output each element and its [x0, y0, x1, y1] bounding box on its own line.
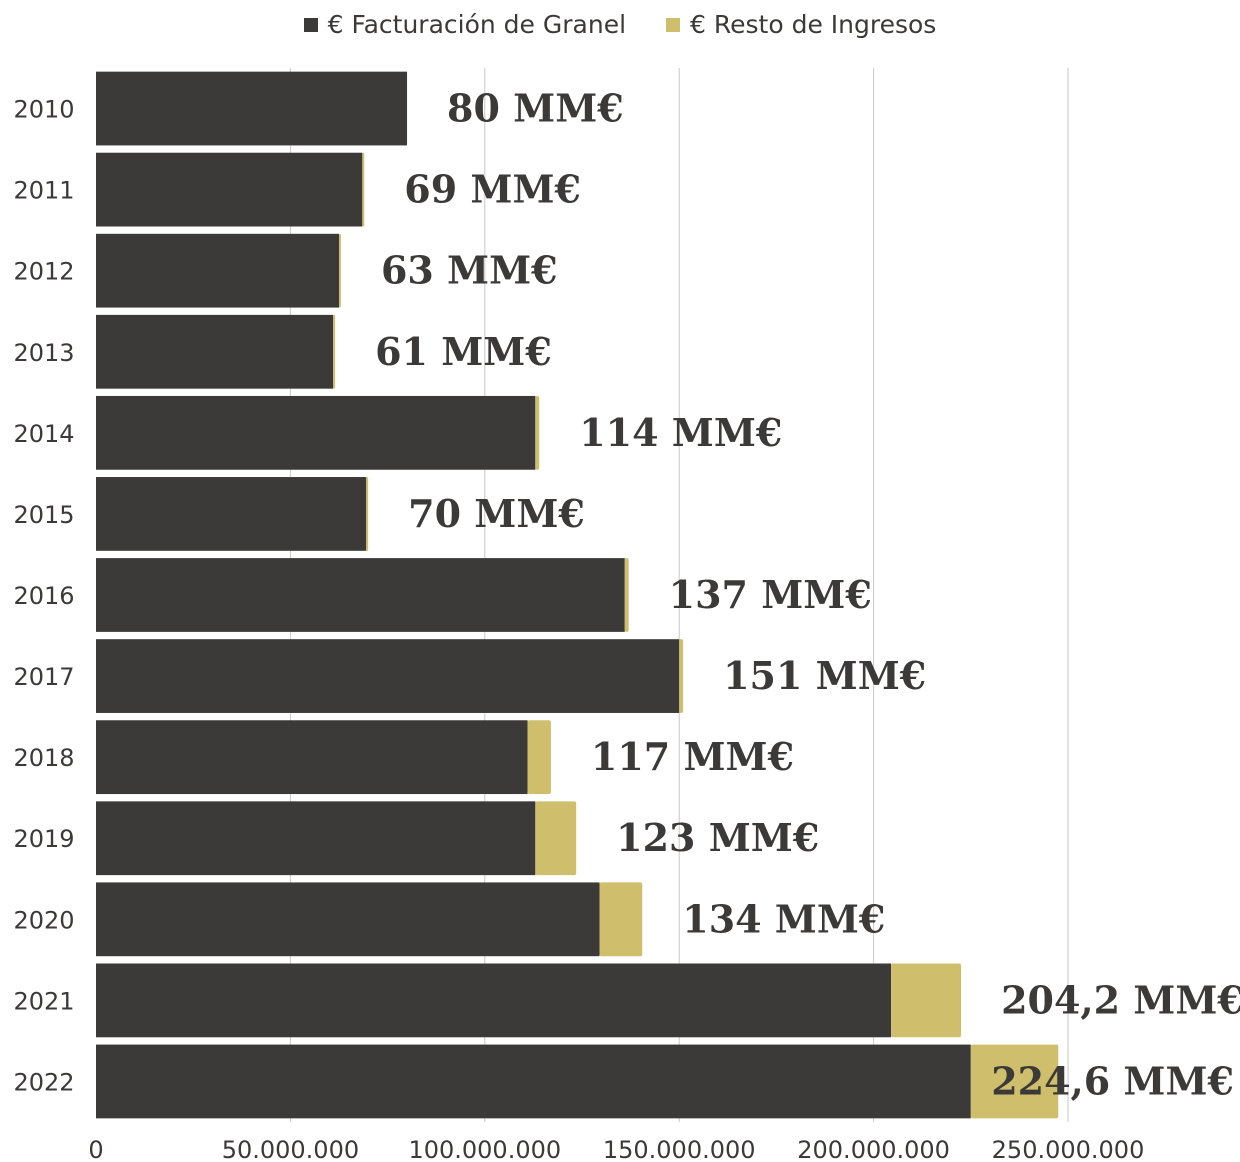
total-label-2015: 70 MM€	[408, 491, 585, 536]
bar-2018-resto	[527, 720, 551, 795]
x-tick-label-5: 250.000.000	[992, 1136, 1145, 1162]
bar-2020-resto	[599, 882, 643, 957]
total-label-2012: 63 MM€	[381, 248, 558, 293]
total-label-2022: 224,6 MM€	[991, 1058, 1234, 1103]
bar-2021-resto	[891, 963, 962, 1038]
bar-2016-resto	[624, 558, 629, 632]
bar-2019-granel	[96, 801, 536, 876]
bar-2022-resto	[970, 1044, 1059, 1119]
chart-legend: € Facturación de Granel € Resto de Ingre…	[0, 10, 1240, 39]
total-label-2013: 61 MM€	[375, 329, 552, 374]
category-label-2014: 2014	[13, 420, 74, 448]
total-label-2016: 137 MM€	[669, 572, 872, 617]
bar-2021-granel	[96, 963, 892, 1038]
category-label-2019: 2019	[13, 825, 74, 853]
category-label-2020: 2020	[13, 906, 74, 934]
category-label-2017: 2017	[13, 663, 74, 691]
category-label-2010: 2010	[13, 96, 74, 124]
total-label-2021: 204,2 MM€	[1001, 977, 1240, 1022]
legend-item-resto: € Resto de Ingresos	[666, 10, 936, 39]
bar-2017-resto	[679, 639, 684, 713]
bar-2015-resto	[366, 477, 369, 551]
total-label-2018: 117 MM€	[591, 734, 794, 779]
total-label-2020: 134 MM€	[682, 896, 885, 941]
bar-2011-granel	[96, 152, 363, 227]
category-label-2015: 2015	[13, 501, 74, 529]
category-label-2011: 2011	[13, 177, 74, 205]
bar-2015-granel	[96, 477, 367, 551]
total-label-2019: 123 MM€	[616, 815, 819, 860]
bar-2010-granel	[96, 71, 408, 146]
category-label-2016: 2016	[13, 582, 74, 610]
bar-2017-granel	[96, 639, 680, 713]
total-label-2017: 151 MM€	[723, 653, 926, 698]
x-tick-label-4: 200.000.000	[797, 1136, 950, 1162]
bar-2011-resto	[362, 152, 365, 227]
category-label-2021: 2021	[13, 987, 74, 1015]
x-tick-label-0: 0	[88, 1136, 103, 1162]
category-label-2013: 2013	[13, 339, 74, 367]
total-label-2011: 69 MM€	[404, 167, 581, 212]
x-tick-label-3: 150.000.000	[603, 1136, 756, 1162]
bar-2014-granel	[96, 395, 536, 470]
total-label-2010: 80 MM€	[447, 86, 624, 131]
total-label-2014: 114 MM€	[579, 410, 782, 455]
legend-swatch-resto	[666, 17, 681, 32]
x-tick-label-2: 100.000.000	[408, 1136, 561, 1162]
legend-swatch-granel	[303, 17, 318, 32]
bar-2022-granel	[96, 1044, 971, 1119]
bar-2020-granel	[96, 882, 600, 957]
bar-2019-resto	[535, 801, 577, 876]
legend-item-granel: € Facturación de Granel	[303, 10, 627, 39]
x-tick-label-1: 50.000.000	[222, 1136, 359, 1162]
bar-2018-granel	[96, 720, 528, 795]
category-label-2022: 2022	[13, 1068, 74, 1096]
bar-2013-resto	[333, 314, 336, 389]
category-label-2018: 2018	[13, 744, 74, 772]
legend-label-resto: € Resto de Ingresos	[690, 10, 937, 39]
bar-2014-resto	[535, 395, 540, 470]
bar-2012-granel	[96, 233, 339, 308]
bar-2016-granel	[96, 558, 625, 632]
bar-2012-resto	[339, 233, 341, 308]
legend-label-granel: € Facturación de Granel	[327, 10, 627, 39]
category-label-2012: 2012	[13, 258, 74, 286]
bar-2013-granel	[96, 314, 334, 389]
